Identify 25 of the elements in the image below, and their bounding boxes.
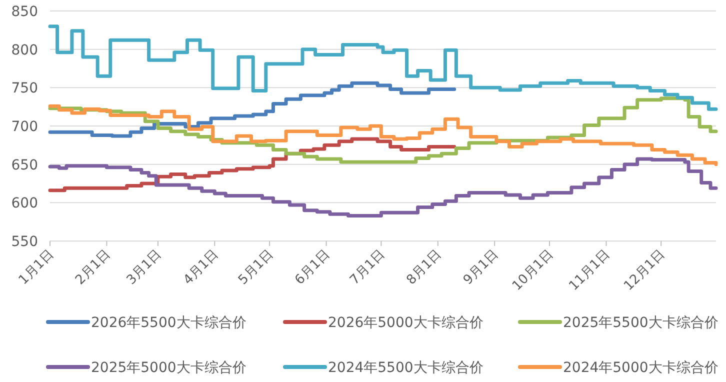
x-tick-label: 5月1日	[236, 247, 276, 288]
x-tick-label: 4月1日	[180, 247, 222, 288]
y-tick-label: 550	[11, 234, 38, 250]
x-tick-label: 2月1日	[72, 247, 114, 288]
legend-label: 2024年5500大卡综合价	[328, 360, 484, 376]
x-tick-label: 6月1日	[292, 247, 334, 288]
legend-label: 2026年5000大卡综合价	[328, 315, 484, 331]
x-tick-label: 12月1日	[621, 247, 668, 294]
y-tick-label: 650	[11, 157, 38, 174]
y-tick-label: 800	[11, 42, 38, 58]
legend-label: 2025年5500大卡综合价	[563, 315, 718, 331]
x-tick-label: 10月1日	[510, 247, 556, 294]
x-tick-label: 7月1日	[347, 247, 388, 288]
y-tick-label: 700	[11, 119, 38, 135]
legend-label: 2025年5000大卡综合价	[91, 360, 246, 376]
y-tick-label: 600	[11, 196, 38, 212]
x-tick-label: 1月1日	[16, 247, 57, 288]
x-tick-label: 3月1日	[124, 247, 165, 288]
legend-label: 2024年5000大卡综合价	[563, 360, 718, 376]
x-tick-label: 8月1日	[404, 247, 445, 288]
legend-label: 2026年5500大卡综合价	[91, 315, 246, 331]
x-tick-label: 11月1日	[566, 247, 614, 294]
y-tick-label: 850	[11, 4, 38, 20]
x-tick-label: 9月1日	[460, 247, 502, 288]
y-tick-label: 750	[11, 80, 38, 97]
